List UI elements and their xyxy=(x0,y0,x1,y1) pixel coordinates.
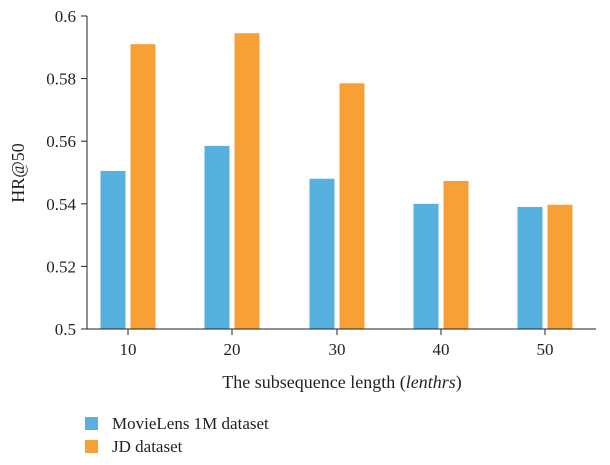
y-tick-label: 0.5 xyxy=(55,320,76,339)
bar-series1-20 xyxy=(204,145,230,329)
y-tick-label: 0.56 xyxy=(46,132,76,151)
x-tick-label: 20 xyxy=(224,340,241,359)
bar-series1-40 xyxy=(413,203,439,329)
bar-series2-30 xyxy=(339,83,365,329)
bar-series2-20 xyxy=(234,33,260,330)
legend: MovieLens 1M dataset JD dataset xyxy=(85,414,269,456)
legend-label-1: MovieLens 1M dataset xyxy=(112,414,269,433)
y-axis-title: HR@50 xyxy=(8,143,28,203)
bar-series2-10 xyxy=(130,44,156,330)
bar-series1-50 xyxy=(517,206,543,329)
bar-series2-40 xyxy=(443,180,469,329)
bar-series1-30 xyxy=(309,178,335,329)
y-tick-label: 0.58 xyxy=(46,70,76,89)
x-axis-title-main: The subsequence length ( xyxy=(222,372,405,393)
y-ticks-layer: 0.5 0.52 0.54 0.56 0.58 0.6 xyxy=(46,7,87,339)
x-axis-title: The subsequence length (lenthrs) xyxy=(222,372,461,393)
bars-layer xyxy=(100,33,573,330)
bar-series2-50 xyxy=(547,204,573,329)
bar-series1-10 xyxy=(100,170,126,329)
legend-swatch-2 xyxy=(85,440,98,453)
y-tick-label: 0.52 xyxy=(46,257,76,276)
x-tick-label: 10 xyxy=(120,340,137,359)
legend-swatch-1 xyxy=(85,417,98,430)
x-tick-label: 50 xyxy=(537,340,554,359)
x-axis-title-close: ) xyxy=(456,372,462,393)
x-ticks-layer: 10 20 30 40 50 xyxy=(120,329,554,359)
x-tick-label: 30 xyxy=(329,340,346,359)
y-tick-label: 0.6 xyxy=(55,7,76,26)
y-tick-label: 0.54 xyxy=(46,195,76,214)
x-axis-title-italic: lenthrs xyxy=(406,372,456,392)
x-tick-label: 40 xyxy=(433,340,450,359)
legend-label-2: JD dataset xyxy=(112,437,183,456)
